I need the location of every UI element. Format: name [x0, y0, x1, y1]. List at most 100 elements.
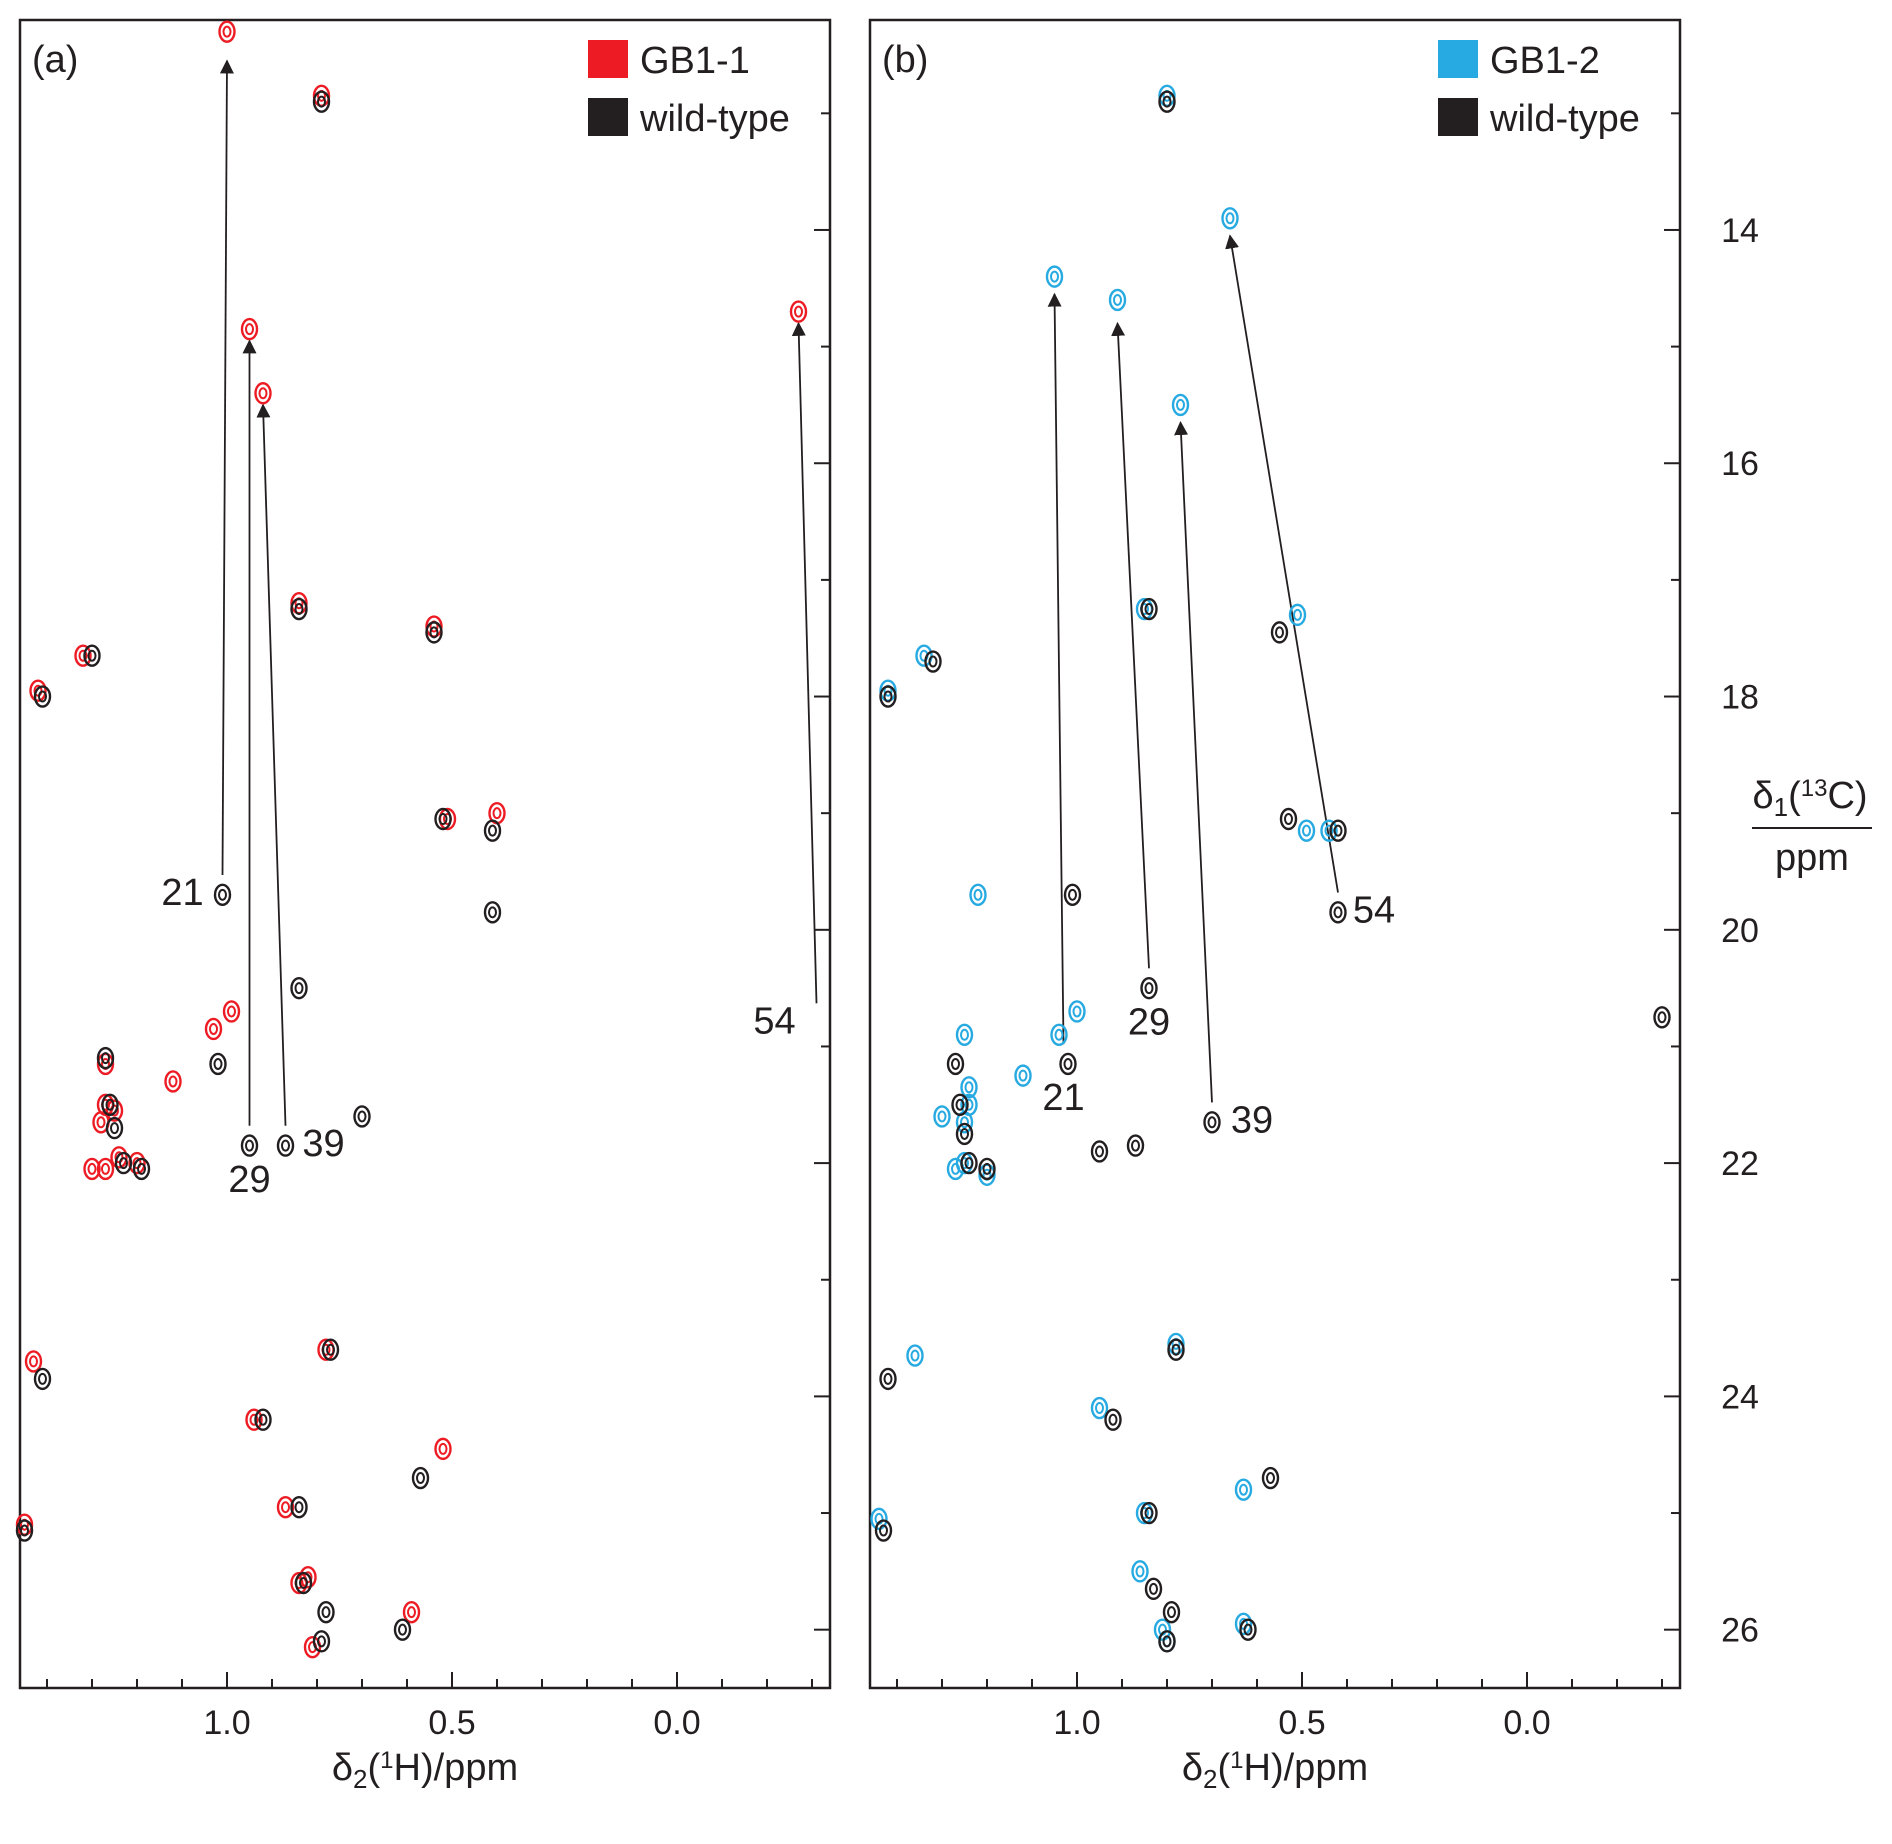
peak-contour-inner — [794, 305, 803, 318]
peak-contour-inner — [321, 1606, 331, 1619]
peak-contour-inner — [955, 1098, 965, 1111]
peak-contour-inner — [1225, 212, 1235, 225]
peak-contour-inner — [1018, 1069, 1028, 1082]
peak-contour-inner — [964, 1157, 974, 1170]
peak-wild-type — [1126, 1134, 1145, 1157]
peak-contour-inner — [951, 1057, 960, 1070]
peak-gb1-2 — [1320, 819, 1338, 842]
peak-wild-type — [1140, 976, 1158, 1000]
peak-wild-type — [1279, 807, 1298, 831]
peak-wild-type — [1270, 621, 1289, 644]
peak-contour-inner — [960, 1116, 969, 1129]
peak-wild-type — [15, 1519, 34, 1542]
peak-wild-type — [290, 1496, 308, 1519]
peak-gb1-1 — [240, 317, 259, 341]
residue-label-21: 21 — [1042, 1077, 1084, 1119]
peak-contour-inner — [249, 1413, 259, 1426]
peak-gb1-1 — [222, 1000, 241, 1023]
peak-wild-type — [1144, 1577, 1163, 1601]
peak-gb1-1 — [29, 679, 47, 702]
y-axis-title-bottom: ppm — [1775, 837, 1849, 879]
panel-a-annotations: 21 29 39 54 — [161, 872, 795, 1201]
peak-contour-inner — [357, 1110, 367, 1123]
peak-contour-inner — [20, 1524, 29, 1537]
legend-label-wild-type-a: wild-type — [639, 98, 790, 140]
peak-wild-type — [946, 1052, 965, 1076]
peak-wild-type — [879, 685, 897, 708]
peak-contour-inner — [910, 1349, 920, 1362]
peak-gb1-1 — [110, 1146, 128, 1169]
peak-wild-type — [96, 1046, 115, 1070]
panel-a-peaks — [15, 20, 808, 1659]
peak-gb1-1 — [254, 382, 272, 405]
peak-contour-inner — [438, 1442, 448, 1455]
peak-wild-type — [353, 1105, 371, 1128]
peak-contour-inner — [281, 1139, 290, 1152]
peak-wild-type — [321, 1338, 340, 1361]
peak-contour-inner — [1068, 888, 1077, 901]
panel-a-x-axis-title: δ2(1H)/ppm — [332, 1747, 518, 1794]
peak-contour-inner — [101, 1052, 110, 1065]
peak-contour-inner — [168, 1075, 178, 1088]
peak-gb1-1 — [276, 1496, 295, 1519]
peak-wild-type — [33, 1367, 52, 1391]
peak-contour-inner — [1324, 824, 1334, 837]
peak-gb1-1 — [789, 300, 808, 323]
peak-gb1-2 — [1045, 265, 1064, 288]
shift-arrow-21 — [1047, 292, 1065, 1045]
peak-gb1-1 — [299, 1565, 317, 1589]
peak-contour-inner — [883, 690, 893, 703]
y-axis-title: δ1(13C) ppm — [1752, 775, 1872, 879]
peak-contour-inner — [294, 1501, 304, 1514]
peak-gb1-2 — [870, 1507, 888, 1531]
y-tick-label: 20 — [1721, 912, 1759, 950]
peak-wild-type — [132, 1157, 151, 1181]
peak-wild-type — [924, 650, 942, 673]
y-tick-label: 18 — [1721, 679, 1759, 717]
peak-contour-inner — [1167, 1606, 1176, 1619]
shift-arrow-21 — [219, 59, 234, 875]
peak-contour-inner — [1149, 1582, 1158, 1595]
peak-contour-inner — [209, 1022, 218, 1035]
residue-label-29: 29 — [228, 1159, 270, 1201]
peak-gb1-2 — [1050, 1023, 1068, 1046]
peak-contour-inner — [1243, 1623, 1253, 1636]
peak-gb1-2 — [955, 1023, 974, 1046]
legend-label-wild-type-b: wild-type — [1489, 98, 1640, 140]
y-tick-label: 14 — [1721, 212, 1759, 250]
panel-a-tick-labels: 1.0 0.5 0.0 — [203, 1704, 700, 1742]
peak-gb1-2 — [915, 644, 933, 667]
peak-contour-inner — [1108, 1413, 1118, 1426]
peak-wild-type — [1140, 1501, 1158, 1525]
peak-wild-type — [483, 819, 502, 842]
legend-swatch-gb1-2 — [1438, 40, 1478, 78]
x-tick-label: 1.0 — [203, 1704, 250, 1742]
peak-gb1-1 — [96, 1157, 115, 1181]
peak-wild-type — [1063, 883, 1082, 907]
peak-contour-inner — [1171, 1343, 1181, 1356]
x-tick-label: 0.5 — [1278, 1704, 1325, 1742]
peak-wild-type — [393, 1618, 412, 1641]
peak-contour-inner — [299, 1577, 308, 1590]
peak-contour-inner — [1293, 608, 1302, 621]
peak-contour-inner — [960, 1127, 969, 1140]
y-axis-title-top: δ1(13C) — [1752, 775, 1867, 822]
residue-label-39: 39 — [302, 1123, 344, 1165]
peak-wild-type — [213, 883, 232, 907]
shift-arrow-39 — [1174, 421, 1213, 1103]
peak-wild-type — [955, 1122, 974, 1146]
peak-contour-inner — [982, 1162, 992, 1175]
peak-contour-inner — [1054, 1028, 1064, 1041]
peak-wild-type — [1059, 1052, 1077, 1076]
peak-gb1-2 — [1153, 1618, 1172, 1641]
peak-wild-type — [33, 685, 52, 708]
panel-b-annotations: 21 29 39 54 — [1042, 889, 1395, 1141]
y-tick-label: 26 — [1721, 1612, 1759, 1650]
legend-label-gb1-1: GB1-1 — [640, 40, 750, 82]
peak-wild-type — [1239, 1618, 1257, 1641]
panel-b-arrows — [1047, 234, 1339, 1103]
peak-wild-type — [874, 1519, 893, 1542]
peak-contour-inner — [258, 387, 268, 400]
legend-swatch-wild-type-b — [1438, 98, 1478, 136]
